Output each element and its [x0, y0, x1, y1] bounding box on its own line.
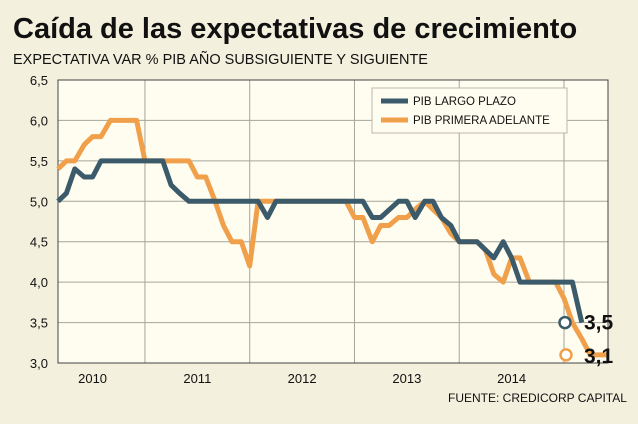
y-axis: 3,0 3,5 4,0 4,5 5,0 5,5 6,0 6,5 [30, 73, 48, 371]
y-tick-label: 5,0 [30, 194, 48, 209]
x-tick-label: 2012 [288, 371, 317, 386]
plot-frame [57, 79, 609, 364]
series-lines [56, 117, 608, 358]
chart-title: Caída de las expectativas de crecimiento [13, 13, 577, 45]
x-tick-label: 2010 [78, 371, 107, 386]
end-value-label: 3,5 [584, 312, 614, 335]
series-line-0 [56, 158, 585, 324]
x-tick-label: 2014 [497, 371, 526, 386]
source-note: FUENTE: CREDICORP CAPITAL [448, 391, 627, 405]
y-tick-label: 4,0 [30, 275, 48, 290]
legend-box [371, 87, 568, 134]
y-tick-label: 3,0 [30, 356, 48, 371]
y-tick-label: 6,5 [30, 73, 48, 88]
x-tick-label: 2011 [183, 371, 211, 386]
end-value-label: 3,1 [584, 345, 614, 368]
end-point-marker [558, 315, 572, 330]
y-tick-label: 3,5 [30, 316, 48, 331]
y-tick-label: 5,5 [30, 154, 48, 169]
x-tick-label: 2013 [392, 371, 421, 386]
series-line-1 [56, 117, 608, 358]
y-tick-label: 6,0 [30, 113, 48, 128]
legend-label-largo-plazo: PIB LARGO PLAZO [413, 96, 516, 108]
legend-label-primera-adelante: PIB PRIMERA ADELANTE [413, 115, 550, 127]
legend: PIB LARGO PLAZO PIB PRIMERA ADELANTE [371, 87, 568, 134]
y-tick-label: 4,5 [30, 235, 48, 250]
x-axis: 2010 2011 2012 2013 2014 [78, 371, 526, 386]
chart-subtitle: EXPECTATIVA VAR % PIB AÑO SUBSIGUIENTE Y… [13, 51, 428, 68]
end-point-marker [559, 348, 573, 362]
end-markers: 3,53,1 [558, 312, 614, 368]
